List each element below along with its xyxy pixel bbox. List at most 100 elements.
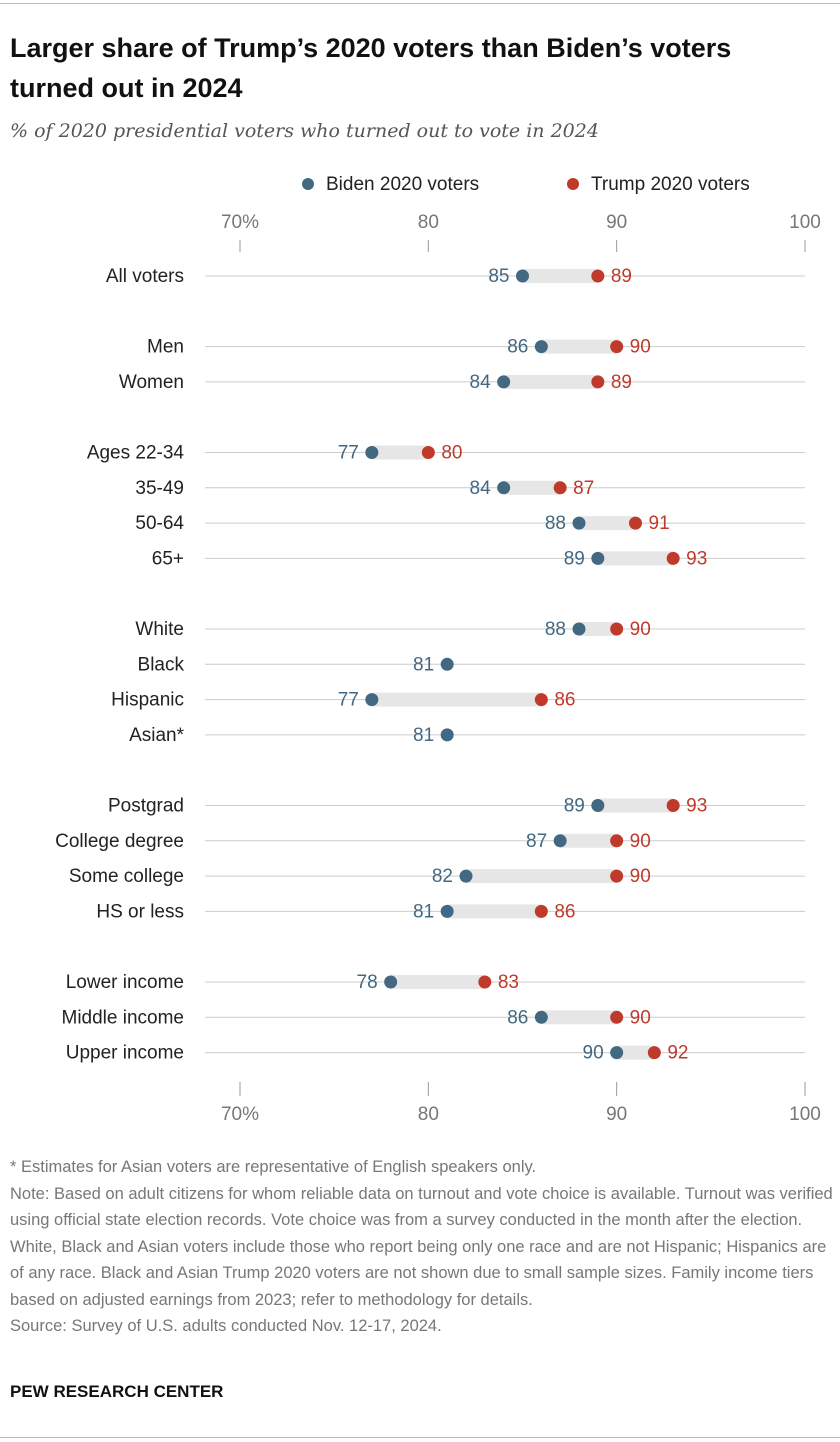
dot xyxy=(440,657,454,671)
dot xyxy=(591,799,605,812)
value-label: 86 xyxy=(507,337,528,358)
value-label: 80 xyxy=(441,443,462,464)
dot xyxy=(610,1010,624,1024)
dot xyxy=(647,1046,661,1060)
value-label: 84 xyxy=(470,372,492,393)
dot xyxy=(365,693,379,707)
source: Source: Survey of U.S. adults conducted … xyxy=(10,1317,442,1335)
x-tick-label: 90 xyxy=(606,212,627,233)
range-bar xyxy=(447,904,542,919)
notes: * Estimates for Asian voters are represe… xyxy=(10,1154,835,1340)
dot xyxy=(534,693,548,707)
bottom-rule xyxy=(0,1437,840,1438)
category-label: HS or less xyxy=(96,901,184,922)
value-label: 90 xyxy=(583,1043,604,1064)
range-bar xyxy=(616,1045,655,1060)
top-rule xyxy=(0,3,840,4)
value-label: 90 xyxy=(630,866,651,887)
range-bar xyxy=(597,798,674,813)
category-label: Hispanic xyxy=(111,690,184,711)
chart: Biden 2020 voters Trump 2020 voters 70% 70%… xyxy=(55,174,821,1125)
range-bar xyxy=(579,622,617,636)
range-bar xyxy=(390,975,485,989)
legend-marker xyxy=(567,178,579,190)
value-label: 87 xyxy=(573,478,594,499)
range-bar xyxy=(579,516,636,531)
x-tick-label: 70% xyxy=(221,1104,259,1125)
value-label: 82 xyxy=(432,866,453,887)
category-label: Women xyxy=(119,372,184,393)
category-label: 50-64 xyxy=(135,513,184,534)
value-label: 87 xyxy=(526,831,547,852)
dot xyxy=(384,975,398,989)
value-label: 93 xyxy=(686,548,707,569)
note: Note: Based on adult citizens for whom r… xyxy=(10,1184,833,1309)
dot xyxy=(610,340,624,354)
range-bar xyxy=(522,269,598,283)
dot xyxy=(478,975,492,989)
value-label: 88 xyxy=(545,513,566,534)
value-label: 81 xyxy=(413,901,434,922)
dot xyxy=(459,869,473,883)
dot xyxy=(610,622,624,636)
dot xyxy=(365,446,379,459)
range-bar xyxy=(371,445,429,460)
dot xyxy=(534,340,548,354)
value-label: 86 xyxy=(507,1007,528,1028)
dot xyxy=(497,375,511,389)
value-label: 92 xyxy=(667,1043,688,1064)
category-label: Men xyxy=(147,337,184,358)
value-label: 89 xyxy=(611,266,632,287)
category-label: College degree xyxy=(55,831,184,852)
value-label: 90 xyxy=(630,831,651,852)
range-bar xyxy=(466,869,617,884)
category-label: White xyxy=(135,619,184,640)
dot xyxy=(572,516,586,530)
legend-label: Trump 2020 voters xyxy=(591,174,750,195)
value-label: 84 xyxy=(470,478,492,499)
dot xyxy=(553,481,567,495)
dot xyxy=(591,551,605,565)
value-label: 86 xyxy=(554,690,575,711)
legend-marker xyxy=(302,178,314,190)
dot xyxy=(534,904,548,918)
value-label: 81 xyxy=(413,725,434,746)
value-label: 85 xyxy=(488,266,509,287)
chart-subtitle: % of 2020 presidential voters who turned… xyxy=(10,120,599,142)
category-label: 35-49 xyxy=(135,478,184,499)
dot xyxy=(553,834,567,848)
value-label: 91 xyxy=(649,513,670,534)
value-label: 77 xyxy=(338,443,359,464)
x-tick-label: 90 xyxy=(606,1104,627,1125)
category-label: All voters xyxy=(106,266,184,287)
value-label: 83 xyxy=(498,972,519,993)
dot xyxy=(534,1010,548,1024)
x-tick-label: 100 xyxy=(789,1104,821,1125)
value-label: 88 xyxy=(545,619,566,640)
dot xyxy=(497,481,511,495)
dot xyxy=(610,1046,624,1060)
dot xyxy=(610,834,624,848)
range-bar xyxy=(503,374,598,389)
dot xyxy=(440,728,454,742)
legend-label: Biden 2020 voters xyxy=(326,174,479,195)
dot xyxy=(516,269,529,283)
category-label: Lower income xyxy=(66,972,184,993)
range-bar xyxy=(597,551,674,566)
chart-title: Larger share of Trump’s 2020 voters than… xyxy=(10,33,732,103)
category-label: Asian* xyxy=(129,725,185,746)
category-label: 65+ xyxy=(152,548,184,569)
category-label: Middle income xyxy=(62,1007,185,1028)
range-bar xyxy=(541,1010,617,1025)
dot xyxy=(666,551,680,565)
dot xyxy=(440,904,454,918)
category-label: Upper income xyxy=(66,1043,184,1064)
category-label: Postgrad xyxy=(108,796,184,817)
value-label: 77 xyxy=(338,690,359,711)
category-label: Ages 22-34 xyxy=(87,443,185,464)
dot xyxy=(591,269,605,283)
branding: PEW RESEARCH CENTER xyxy=(10,1382,224,1401)
dot xyxy=(591,375,605,389)
category-label: Black xyxy=(138,654,185,675)
